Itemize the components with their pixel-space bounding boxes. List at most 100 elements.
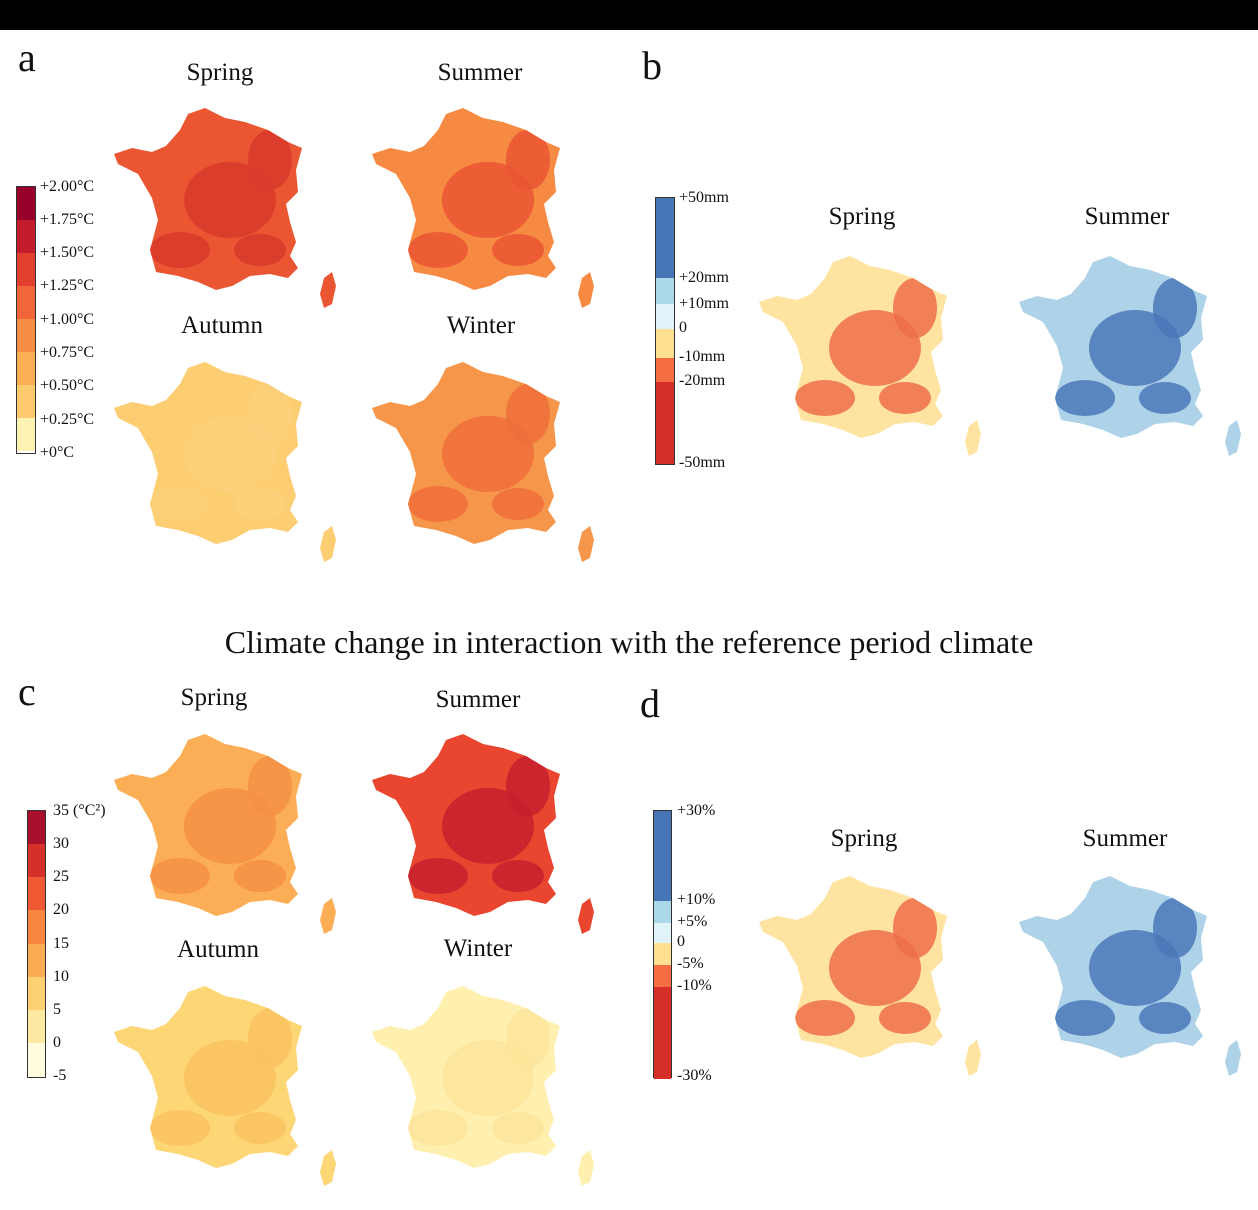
panel-b-legend-label: 0 [679, 319, 687, 336]
panel-c-legend-label: 35 (°C²) [53, 802, 106, 819]
map-anomaly-patch [829, 310, 921, 386]
map-anomaly-patch [506, 756, 550, 816]
panel-a-legend-label: +0.75°C [40, 344, 95, 361]
corsica-outline [578, 272, 594, 308]
corsica-outline [578, 526, 594, 562]
corsica-outline [578, 1150, 594, 1186]
panel-d-legend-label: 0 [677, 933, 685, 950]
panel-a-legend-label: +0.25°C [40, 411, 95, 428]
map-anomaly-patch [1089, 930, 1181, 1006]
panel-b-colorbar [655, 197, 675, 465]
map-anomaly-patch [184, 788, 276, 864]
map-anomaly-patch [795, 1000, 855, 1036]
panel-a-season-winter: Winter [446, 312, 516, 339]
map-anomaly-patch [442, 1040, 534, 1116]
panel-a-season-summer: Summer [437, 59, 523, 86]
map-anomaly-patch [1139, 1002, 1191, 1034]
map-anomaly-patch [408, 232, 468, 268]
map-anomaly-patch [248, 384, 292, 444]
map-anomaly-patch [442, 416, 534, 492]
map-anomaly-patch [1153, 278, 1197, 338]
map-anomaly-patch [506, 1008, 550, 1068]
map-anomaly-patch [893, 898, 937, 958]
corsica-outline [320, 898, 336, 934]
panel-d-legend-label: -10% [677, 977, 712, 994]
panel-a-legend-label: +0°C [40, 444, 75, 461]
panel-c-season-spring: Spring [180, 684, 248, 711]
panel-a-legend-label: +2.00°C [40, 178, 95, 195]
map-anomaly-patch [1153, 898, 1197, 958]
panel-letter-b: b [642, 43, 662, 88]
map-anomaly-patch [248, 756, 292, 816]
map-anomaly-patch [248, 1008, 292, 1068]
panel-d-legend-label: -30% [677, 1067, 712, 1084]
map-anomaly-patch [184, 162, 276, 238]
france-map-spring-precipitation [759, 256, 981, 456]
map-anomaly-patch [150, 1110, 210, 1146]
france-map-spring-temperature [114, 108, 336, 308]
france-map-autumn-interaction [114, 986, 336, 1186]
corsica-outline [965, 420, 981, 456]
france-map-winter-interaction [372, 986, 594, 1186]
france-map-spring-interaction [114, 734, 336, 934]
map-anomaly-patch [1089, 310, 1181, 386]
map-anomaly-patch [1055, 380, 1115, 416]
map-anomaly-patch [248, 130, 292, 190]
map-anomaly-patch [234, 488, 286, 520]
corsica-outline [320, 272, 336, 308]
map-anomaly-patch [442, 788, 534, 864]
panel-b-legend-label: -10mm [679, 348, 726, 365]
panel-b-legend-label: -50mm [679, 454, 726, 471]
panel-b-legend-label: -20mm [679, 372, 726, 389]
panel-a-colorbar [16, 186, 36, 454]
map-anomaly-patch [492, 234, 544, 266]
map-anomaly-patch [184, 416, 276, 492]
panel-a-legend-label: +1.25°C [40, 277, 95, 294]
panel-d-season-spring: Spring [830, 825, 898, 852]
panel-b-legend-label: +10mm [679, 295, 729, 312]
france-map-summer-precipitation [1019, 256, 1241, 456]
panel-a-legend-label: +0.50°C [40, 377, 95, 394]
map-anomaly-patch [408, 1110, 468, 1146]
panel-letter-c: c [18, 669, 36, 714]
map-anomaly-patch [506, 384, 550, 444]
map-anomaly-patch [442, 162, 534, 238]
map-anomaly-patch [150, 232, 210, 268]
map-anomaly-patch [408, 858, 468, 894]
panel-d-legend-label: -5% [677, 955, 704, 972]
france-map-summer-temperature [372, 108, 594, 308]
panel-b-legend-label: +50mm [679, 189, 729, 206]
panel-a-legend-label: +1.50°C [40, 244, 95, 261]
map-anomaly-patch [234, 234, 286, 266]
map-anomaly-patch [492, 1112, 544, 1144]
panel-d-legend-label: +30% [677, 802, 716, 819]
panel-letter-d: d [640, 681, 660, 726]
corsica-outline [1225, 1040, 1241, 1076]
map-anomaly-patch [492, 488, 544, 520]
map-anomaly-patch [506, 130, 550, 190]
france-map-spring-relative-precipitation [759, 876, 981, 1076]
map-anomaly-patch [150, 486, 210, 522]
france-map-summer-relative-precipitation [1019, 876, 1241, 1076]
panel-c-legend-label: 5 [53, 1001, 61, 1018]
panel-c-season-autumn: Autumn [177, 936, 259, 963]
map-anomaly-patch [1139, 382, 1191, 414]
panel-c-colorbar [27, 810, 46, 1078]
panel-c-legend-label: 10 [53, 968, 69, 985]
map-anomaly-patch [150, 858, 210, 894]
panel-a-legend-label: +1.00°C [40, 311, 95, 328]
panel-d-season-summer: Summer [1082, 825, 1168, 852]
map-anomaly-patch [795, 380, 855, 416]
corsica-outline [320, 526, 336, 562]
map-anomaly-patch [408, 486, 468, 522]
panel-d-legend-label: +10% [677, 891, 716, 908]
france-map-winter-temperature [372, 362, 594, 562]
map-anomaly-patch [879, 1002, 931, 1034]
france-map-autumn-temperature [114, 362, 336, 562]
panel-a-season-spring: Spring [186, 59, 254, 86]
map-anomaly-patch [184, 1040, 276, 1116]
panel-c-season-summer: Summer [435, 686, 521, 713]
panel-b-season-summer: Summer [1084, 203, 1170, 230]
map-anomaly-patch [893, 278, 937, 338]
top-black-bar [0, 0, 1258, 30]
